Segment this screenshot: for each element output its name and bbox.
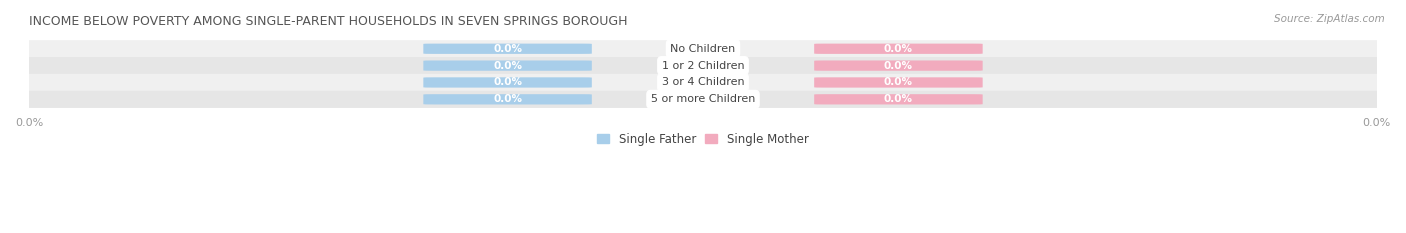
Text: 0.0%: 0.0% (494, 44, 522, 54)
Text: 0.0%: 0.0% (494, 77, 522, 87)
FancyBboxPatch shape (814, 77, 983, 88)
Legend: Single Father, Single Mother: Single Father, Single Mother (598, 133, 808, 146)
Text: 0.0%: 0.0% (884, 77, 912, 87)
Text: Source: ZipAtlas.com: Source: ZipAtlas.com (1274, 14, 1385, 24)
FancyBboxPatch shape (423, 94, 592, 104)
Text: 5 or more Children: 5 or more Children (651, 94, 755, 104)
Text: INCOME BELOW POVERTY AMONG SINGLE-PARENT HOUSEHOLDS IN SEVEN SPRINGS BOROUGH: INCOME BELOW POVERTY AMONG SINGLE-PARENT… (30, 15, 627, 28)
FancyBboxPatch shape (3, 91, 1403, 108)
Text: 1 or 2 Children: 1 or 2 Children (662, 61, 744, 71)
FancyBboxPatch shape (3, 40, 1403, 57)
Text: 3 or 4 Children: 3 or 4 Children (662, 77, 744, 87)
FancyBboxPatch shape (814, 61, 983, 71)
FancyBboxPatch shape (423, 44, 592, 54)
Text: 0.0%: 0.0% (494, 61, 522, 71)
Text: 0.0%: 0.0% (494, 94, 522, 104)
FancyBboxPatch shape (423, 77, 592, 88)
Text: 0.0%: 0.0% (884, 94, 912, 104)
Text: 0.0%: 0.0% (884, 61, 912, 71)
FancyBboxPatch shape (3, 57, 1403, 74)
FancyBboxPatch shape (423, 61, 592, 71)
FancyBboxPatch shape (3, 74, 1403, 91)
FancyBboxPatch shape (814, 94, 983, 104)
Text: 0.0%: 0.0% (884, 44, 912, 54)
FancyBboxPatch shape (814, 44, 983, 54)
Text: No Children: No Children (671, 44, 735, 54)
